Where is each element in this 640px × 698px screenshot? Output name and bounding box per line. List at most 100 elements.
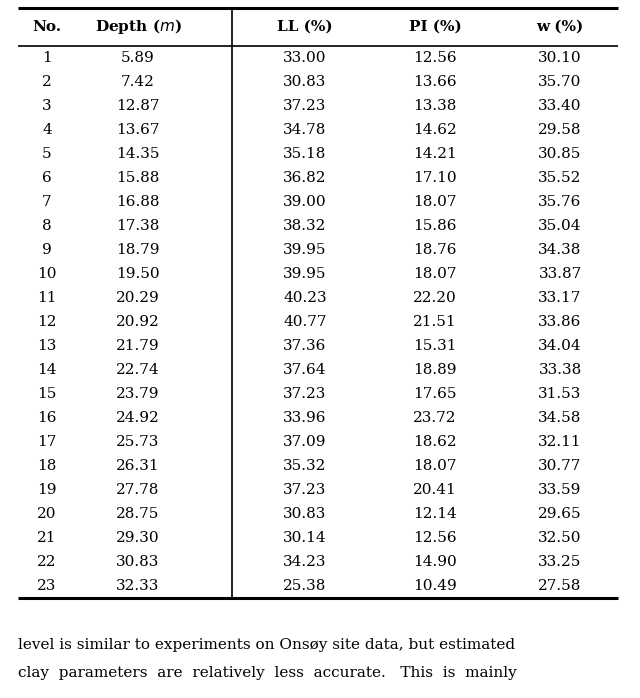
Text: 21: 21 xyxy=(37,531,57,545)
Text: 34.78: 34.78 xyxy=(284,123,326,137)
Text: 40.77: 40.77 xyxy=(284,315,327,329)
Text: 4: 4 xyxy=(42,123,52,137)
Text: 37.36: 37.36 xyxy=(284,339,326,353)
Text: 19.50: 19.50 xyxy=(116,267,160,281)
Text: 29.58: 29.58 xyxy=(538,123,582,137)
Text: 37.23: 37.23 xyxy=(284,99,326,113)
Text: 18.07: 18.07 xyxy=(413,195,457,209)
Text: 27.78: 27.78 xyxy=(116,483,160,497)
Text: 15.31: 15.31 xyxy=(413,339,457,353)
Text: 25.38: 25.38 xyxy=(284,579,326,593)
Text: 1: 1 xyxy=(42,51,52,65)
Text: 38.32: 38.32 xyxy=(284,219,326,233)
Text: 18.76: 18.76 xyxy=(413,243,457,257)
Text: 15.86: 15.86 xyxy=(413,219,457,233)
Text: 13: 13 xyxy=(37,339,57,353)
Text: PI (%): PI (%) xyxy=(408,20,461,34)
Text: 26.31: 26.31 xyxy=(116,459,160,473)
Text: 18: 18 xyxy=(37,459,57,473)
Text: 30.83: 30.83 xyxy=(284,507,326,521)
Text: 32.33: 32.33 xyxy=(116,579,160,593)
Text: 30.10: 30.10 xyxy=(538,51,582,65)
Text: 2: 2 xyxy=(42,75,52,89)
Text: 33.87: 33.87 xyxy=(538,267,582,281)
Text: 28.75: 28.75 xyxy=(116,507,160,521)
Text: 7.42: 7.42 xyxy=(121,75,155,89)
Text: 35.18: 35.18 xyxy=(284,147,326,161)
Text: 30.83: 30.83 xyxy=(284,75,326,89)
Text: 18.62: 18.62 xyxy=(413,435,457,449)
Text: level is similar to experiments on Onsøy site data, but estimated: level is similar to experiments on Onsøy… xyxy=(18,638,515,652)
Text: 30.85: 30.85 xyxy=(538,147,582,161)
Text: 33.96: 33.96 xyxy=(284,411,327,425)
Text: 14: 14 xyxy=(37,363,57,377)
Text: clay  parameters  are  relatively  less  accurate.   This  is  mainly: clay parameters are relatively less accu… xyxy=(18,666,516,680)
Text: 17.65: 17.65 xyxy=(413,387,457,401)
Text: 24.92: 24.92 xyxy=(116,411,160,425)
Text: 29.30: 29.30 xyxy=(116,531,160,545)
Text: 7: 7 xyxy=(42,195,52,209)
Text: 12.14: 12.14 xyxy=(413,507,457,521)
Text: 32.50: 32.50 xyxy=(538,531,582,545)
Text: 17: 17 xyxy=(37,435,57,449)
Text: 33.40: 33.40 xyxy=(538,99,582,113)
Text: 35.52: 35.52 xyxy=(538,171,582,185)
Text: 39.95: 39.95 xyxy=(284,243,327,257)
Text: 5.89: 5.89 xyxy=(121,51,155,65)
Text: 15: 15 xyxy=(37,387,57,401)
Text: 37.23: 37.23 xyxy=(284,483,326,497)
Text: LL (%): LL (%) xyxy=(277,20,333,34)
Text: 21.51: 21.51 xyxy=(413,315,457,329)
Text: 23: 23 xyxy=(37,579,57,593)
Text: 39.00: 39.00 xyxy=(283,195,327,209)
Text: 10.49: 10.49 xyxy=(413,579,457,593)
Text: 18.79: 18.79 xyxy=(116,243,160,257)
Text: 9: 9 xyxy=(42,243,52,257)
Text: 21.79: 21.79 xyxy=(116,339,160,353)
Text: 17.10: 17.10 xyxy=(413,171,457,185)
Text: 31.53: 31.53 xyxy=(538,387,582,401)
Text: 25.73: 25.73 xyxy=(116,435,160,449)
Text: 19: 19 xyxy=(37,483,57,497)
Text: 14.35: 14.35 xyxy=(116,147,160,161)
Text: 35.76: 35.76 xyxy=(538,195,582,209)
Text: 22.20: 22.20 xyxy=(413,291,457,305)
Text: 37.09: 37.09 xyxy=(284,435,327,449)
Text: 33.00: 33.00 xyxy=(284,51,327,65)
Text: 14.62: 14.62 xyxy=(413,123,457,137)
Text: 36.82: 36.82 xyxy=(284,171,327,185)
Text: 13.67: 13.67 xyxy=(116,123,160,137)
Text: 34.58: 34.58 xyxy=(538,411,582,425)
Text: 33.59: 33.59 xyxy=(538,483,582,497)
Text: 35.04: 35.04 xyxy=(538,219,582,233)
Text: 17.38: 17.38 xyxy=(116,219,160,233)
Text: No.: No. xyxy=(33,20,61,34)
Text: 27.58: 27.58 xyxy=(538,579,582,593)
Text: 12.56: 12.56 xyxy=(413,51,457,65)
Text: w (%): w (%) xyxy=(536,20,584,34)
Text: 39.95: 39.95 xyxy=(284,267,327,281)
Text: 3: 3 xyxy=(42,99,52,113)
Text: 23.79: 23.79 xyxy=(116,387,160,401)
Text: 20: 20 xyxy=(37,507,57,521)
Text: 20.41: 20.41 xyxy=(413,483,457,497)
Text: 30.14: 30.14 xyxy=(283,531,327,545)
Text: 34.04: 34.04 xyxy=(538,339,582,353)
Text: 13.38: 13.38 xyxy=(413,99,457,113)
Text: 37.64: 37.64 xyxy=(284,363,327,377)
Text: 33.86: 33.86 xyxy=(538,315,582,329)
Text: 10: 10 xyxy=(37,267,57,281)
Text: 11: 11 xyxy=(37,291,57,305)
Text: 12.56: 12.56 xyxy=(413,531,457,545)
Text: 33.38: 33.38 xyxy=(538,363,582,377)
Text: 6: 6 xyxy=(42,171,52,185)
Text: 29.65: 29.65 xyxy=(538,507,582,521)
Text: 15.88: 15.88 xyxy=(116,171,160,185)
Text: 14.21: 14.21 xyxy=(413,147,457,161)
Text: 18.07: 18.07 xyxy=(413,459,457,473)
Text: 35.70: 35.70 xyxy=(538,75,582,89)
Text: 35.32: 35.32 xyxy=(284,459,326,473)
Text: 22: 22 xyxy=(37,555,57,569)
Text: Depth ($m$): Depth ($m$) xyxy=(95,17,181,36)
Text: 20.29: 20.29 xyxy=(116,291,160,305)
